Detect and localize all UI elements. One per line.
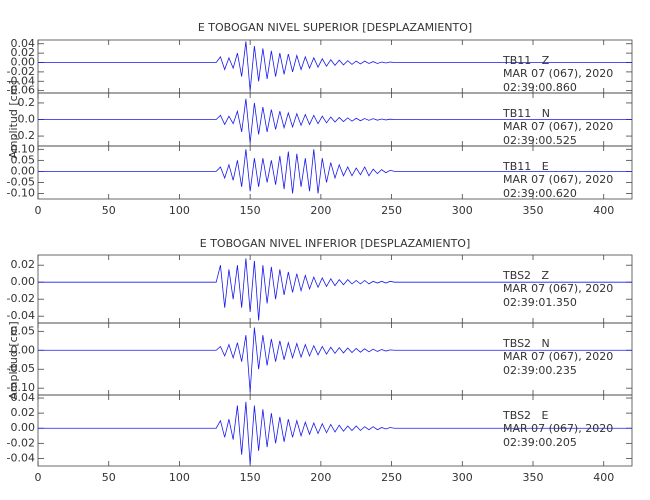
station-label: TB11 E [502, 160, 549, 173]
x-tick-label: 250 [381, 471, 402, 484]
x-tick-label: 350 [523, 204, 544, 217]
x-tick-label: 200 [310, 471, 331, 484]
x-tick-label: 200 [310, 204, 331, 217]
station-label: TBS2 E [502, 409, 549, 422]
date-label: MAR 07 (067), 2020 [503, 67, 613, 80]
waveform [38, 401, 632, 465]
time-label: 02:39:00.235 [503, 364, 577, 377]
waveform [38, 149, 632, 194]
y-axis-label: Amplitud [cm] [7, 80, 20, 158]
time-label: 02:39:00.620 [503, 187, 577, 200]
y-tick-label: 0.02 [11, 46, 36, 59]
x-tick-label: 150 [240, 471, 261, 484]
waveform [38, 41, 632, 91]
x-tick-label: 50 [102, 471, 116, 484]
station-label: TBS2 N [502, 337, 550, 350]
station-label: TB11 Z [502, 54, 550, 67]
y-axis-label: Amplitud [cm] [7, 321, 20, 399]
x-tick-label: 250 [381, 204, 402, 217]
x-tick-label: 50 [102, 204, 116, 217]
x-tick-label: 100 [169, 471, 190, 484]
date-label: MAR 07 (067), 2020 [503, 350, 613, 363]
y-tick-label: -0.04 [7, 451, 35, 464]
x-tick-label: 400 [593, 471, 614, 484]
time-label: 02:39:00.205 [503, 436, 577, 449]
y-tick-label: 0.04 [11, 37, 36, 50]
date-label: MAR 07 (067), 2020 [503, 173, 613, 186]
y-tick-label: -0.05 [7, 175, 35, 188]
chart-title: E TOBOGAN NIVEL INFERIOR [DESPLAZAMIENTO… [200, 237, 471, 250]
chart-title: E TOBOGAN NIVEL SUPERIOR [DESPLAZAMIENTO… [198, 21, 472, 34]
x-tick-label: 400 [593, 204, 614, 217]
y-tick-label: 0.00 [11, 421, 36, 434]
y-tick-label: -0.02 [7, 436, 35, 449]
panel-frame [37, 145, 633, 200]
y-tick-label: 0.0 [18, 113, 36, 126]
waveform [38, 327, 632, 392]
y-tick-label: 0.05 [11, 153, 36, 166]
y-tick-label: 0.00 [11, 164, 36, 177]
time-label: 02:39:00.860 [503, 81, 577, 94]
x-tick-label: 150 [240, 204, 261, 217]
y-tick-label: 0.2 [18, 96, 36, 109]
station-label: TBS2 Z [502, 269, 550, 282]
date-label: MAR 07 (067), 2020 [503, 120, 613, 133]
x-tick-label: 100 [169, 204, 190, 217]
panel-frame [37, 394, 633, 467]
x-tick-label: 300 [452, 471, 473, 484]
y-tick-label: 0.05 [11, 324, 36, 337]
y-tick-label: -0.10 [7, 381, 35, 394]
x-tick-label: 0 [35, 204, 42, 217]
y-tick-label: -0.10 [7, 186, 35, 199]
x-tick-label: 300 [452, 204, 473, 217]
y-tick-label: -0.06 [7, 84, 35, 97]
y-tick-label: 0.00 [11, 343, 36, 356]
y-tick-label: -0.02 [7, 292, 35, 305]
y-tick-label: 0.02 [11, 406, 36, 419]
y-tick-label: -0.2 [14, 129, 35, 142]
date-label: MAR 07 (067), 2020 [503, 282, 613, 295]
y-tick-label: 0.02 [11, 258, 36, 271]
waveform [38, 98, 632, 143]
x-tick-label: 350 [523, 471, 544, 484]
time-label: 02:39:00.525 [503, 134, 577, 147]
waveform [38, 258, 632, 321]
time-label: 02:39:01.350 [503, 296, 577, 309]
y-tick-label: 0.00 [11, 275, 36, 288]
date-label: MAR 07 (067), 2020 [503, 422, 613, 435]
y-tick-label: 0.10 [11, 142, 36, 155]
y-tick-label: -0.04 [7, 309, 35, 322]
y-tick-label: -0.05 [7, 362, 35, 375]
x-tick-label: 0 [35, 471, 42, 484]
y-tick-label: 0.04 [11, 391, 36, 404]
y-tick-label: 0.00 [11, 56, 36, 69]
y-tick-label: -0.04 [7, 74, 35, 87]
station-label: TB11 N [502, 107, 550, 120]
y-tick-label: -0.02 [7, 65, 35, 78]
